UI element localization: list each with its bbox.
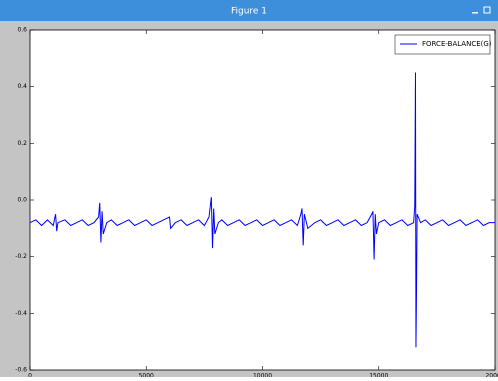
y-tick-label: 0.2 xyxy=(17,140,27,147)
y-tick-label: -0.4 xyxy=(15,310,27,317)
data-line xyxy=(29,72,495,348)
restore-button[interactable] xyxy=(483,6,491,14)
x-tick-label: 10000 xyxy=(253,373,272,378)
y-tick-label: 0.0 xyxy=(17,197,27,204)
legend-box xyxy=(394,34,491,55)
y-tick-label: -0.2 xyxy=(15,253,27,260)
minimize-button[interactable] xyxy=(472,12,478,14)
plot-area xyxy=(29,29,496,371)
x-tick-label: 20000 xyxy=(485,373,498,378)
legend-label: FORCE-BALANCE(G) xyxy=(422,40,492,48)
title-bar xyxy=(0,0,498,21)
window-title: Figure 1 xyxy=(231,7,267,17)
x-tick-label: 15000 xyxy=(369,373,388,378)
y-tick-label: -0.6 xyxy=(15,367,27,374)
x-tick-label: 0 xyxy=(28,373,32,378)
y-tick-label: 0.6 xyxy=(17,27,27,34)
y-tick-label: 0.4 xyxy=(17,83,27,90)
x-tick-label: 5000 xyxy=(139,373,154,378)
